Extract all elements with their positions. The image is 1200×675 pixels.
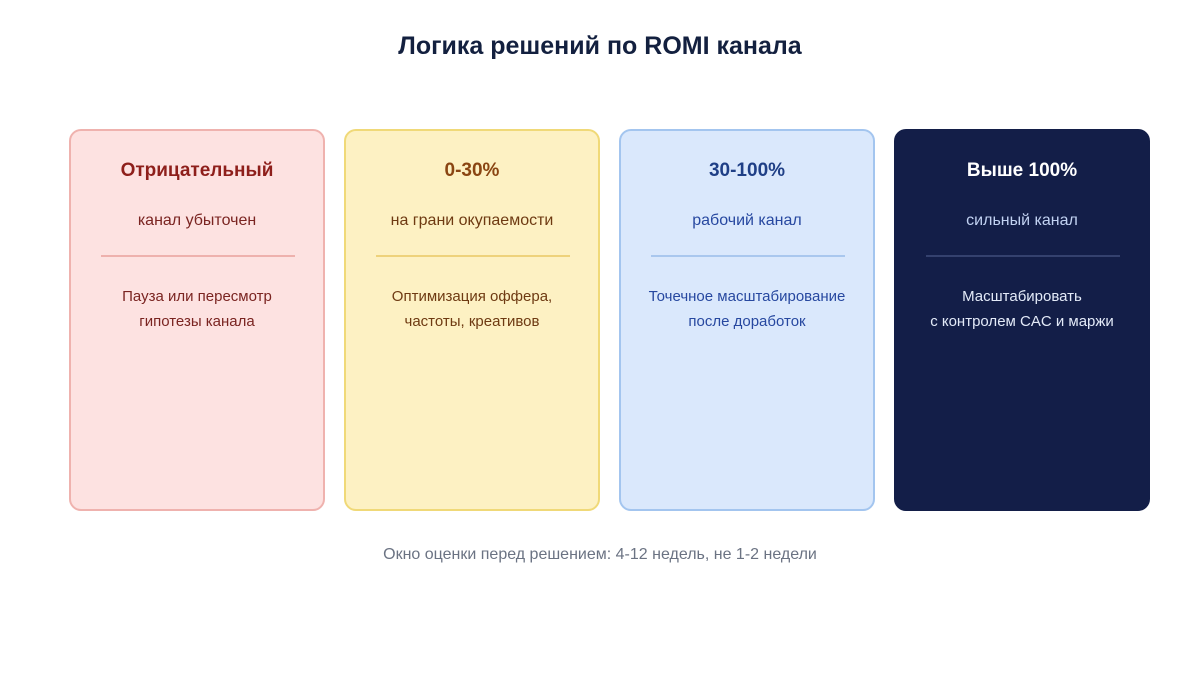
card-title: 30-100% <box>708 160 786 181</box>
footnote: Окно оценки перед решением: 4-12 недель,… <box>383 546 817 563</box>
card-action-line: Пауза или пересмотр <box>122 288 272 305</box>
card-0-30: 0-30% на грани окупаемости Оптимизация о… <box>344 129 600 511</box>
card-subtitle: рабочий канал <box>692 212 802 229</box>
card-action-line: частоты, креативов <box>404 313 540 330</box>
card-title: 0-30% <box>444 160 500 181</box>
card-action-line: Оптимизация оффера, <box>391 288 553 305</box>
card-action: Масштабировать с контролем CAC и маржи <box>906 284 1138 334</box>
card-title: Выше 100% <box>966 160 1078 181</box>
card-above-100: Выше 100% сильный канал Масштабировать с… <box>894 129 1150 511</box>
card-action-line: Масштабировать <box>962 288 1082 305</box>
card-action-line: после доработок <box>688 313 806 330</box>
card-negative: Отрицательный канал убыточен Пауза или п… <box>69 129 325 511</box>
card-subtitle: сильный канал <box>966 212 1078 229</box>
card-action: Оптимизация оффера, частоты, креативов <box>356 284 588 334</box>
card-divider <box>651 255 845 257</box>
card-divider <box>926 255 1120 257</box>
card-30-100: 30-100% рабочий канал Точечное масштабир… <box>619 129 875 511</box>
card-title: Отрицательный <box>120 160 274 181</box>
card-subtitle: канал убыточен <box>137 212 257 229</box>
card-subtitle: на грани окупаемости <box>390 212 554 229</box>
card-divider <box>376 255 570 257</box>
card-divider <box>101 255 295 257</box>
card-action: Пауза или пересмотр гипотезы канала <box>81 284 313 334</box>
card-action: Точечное масштабирование после доработок <box>631 284 863 334</box>
page-title: Логика решений по ROMI канала <box>398 32 802 60</box>
card-action-line: Точечное масштабирование <box>648 288 846 305</box>
card-action-line: с контролем CAC и маржи <box>930 313 1114 330</box>
card-action-line: гипотезы канала <box>139 313 255 330</box>
